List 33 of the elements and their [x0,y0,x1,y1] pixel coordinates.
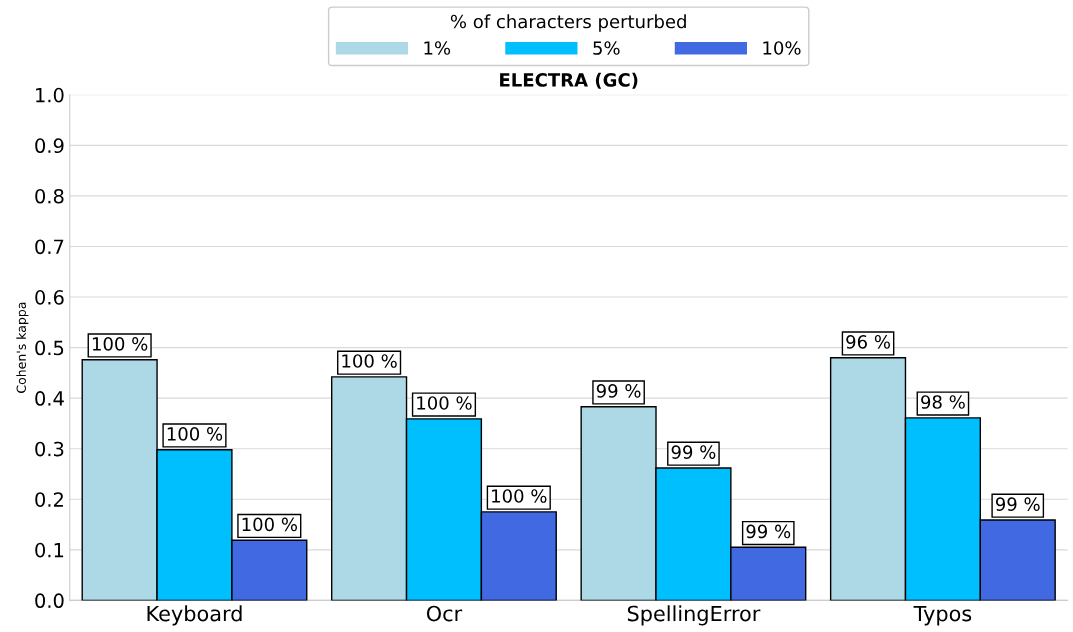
annotation: 98 % [921,395,965,409]
y-tick-label: 0.5 [35,340,64,356]
annotation: 100 % [92,337,148,351]
y-tick-label: 0.0 [35,593,64,609]
annotation: 100 % [492,489,547,503]
annotation: 99 % [671,445,716,459]
x-tick-label: Keyboard [147,605,242,626]
y-tick-label: 0.6 [35,290,64,305]
y-tick-label: 0.8 [35,188,64,204]
annotation: 99 % [995,497,1040,511]
x-tick-label: Typos [913,605,972,626]
y-tick-label: 0.1 [35,542,64,558]
annotation: 100 % [342,354,397,368]
annotation: 100 % [417,396,472,410]
annotation: 100 % [167,427,223,441]
legend-label: 10% [763,41,801,55]
y-tick-label: 1.0 [36,87,64,103]
annotation: 99 % [746,524,791,539]
legend-title: % of characters perturbed [450,14,686,32]
y-tick-label: 0.3 [35,441,64,457]
y-tick-label: 0.7 [35,239,64,255]
annotation: 100 % [242,517,298,532]
x-tick-label: SpellingError [627,605,761,626]
legend-label: 1% [424,41,451,55]
y-tick-label: 0.9 [35,138,64,154]
legend-label: 5% [593,41,620,55]
chart-title: ELECTRA (GC) [500,72,638,89]
annotation: 99 % [596,384,641,398]
y-tick-label: 0.2 [35,492,63,507]
annotation: 96 % [846,335,890,349]
y-tick-label: 0.4 [35,391,64,406]
x-tick-label: Ocr [426,605,463,622]
y-axis-title: Cohen's kappa [16,302,29,393]
